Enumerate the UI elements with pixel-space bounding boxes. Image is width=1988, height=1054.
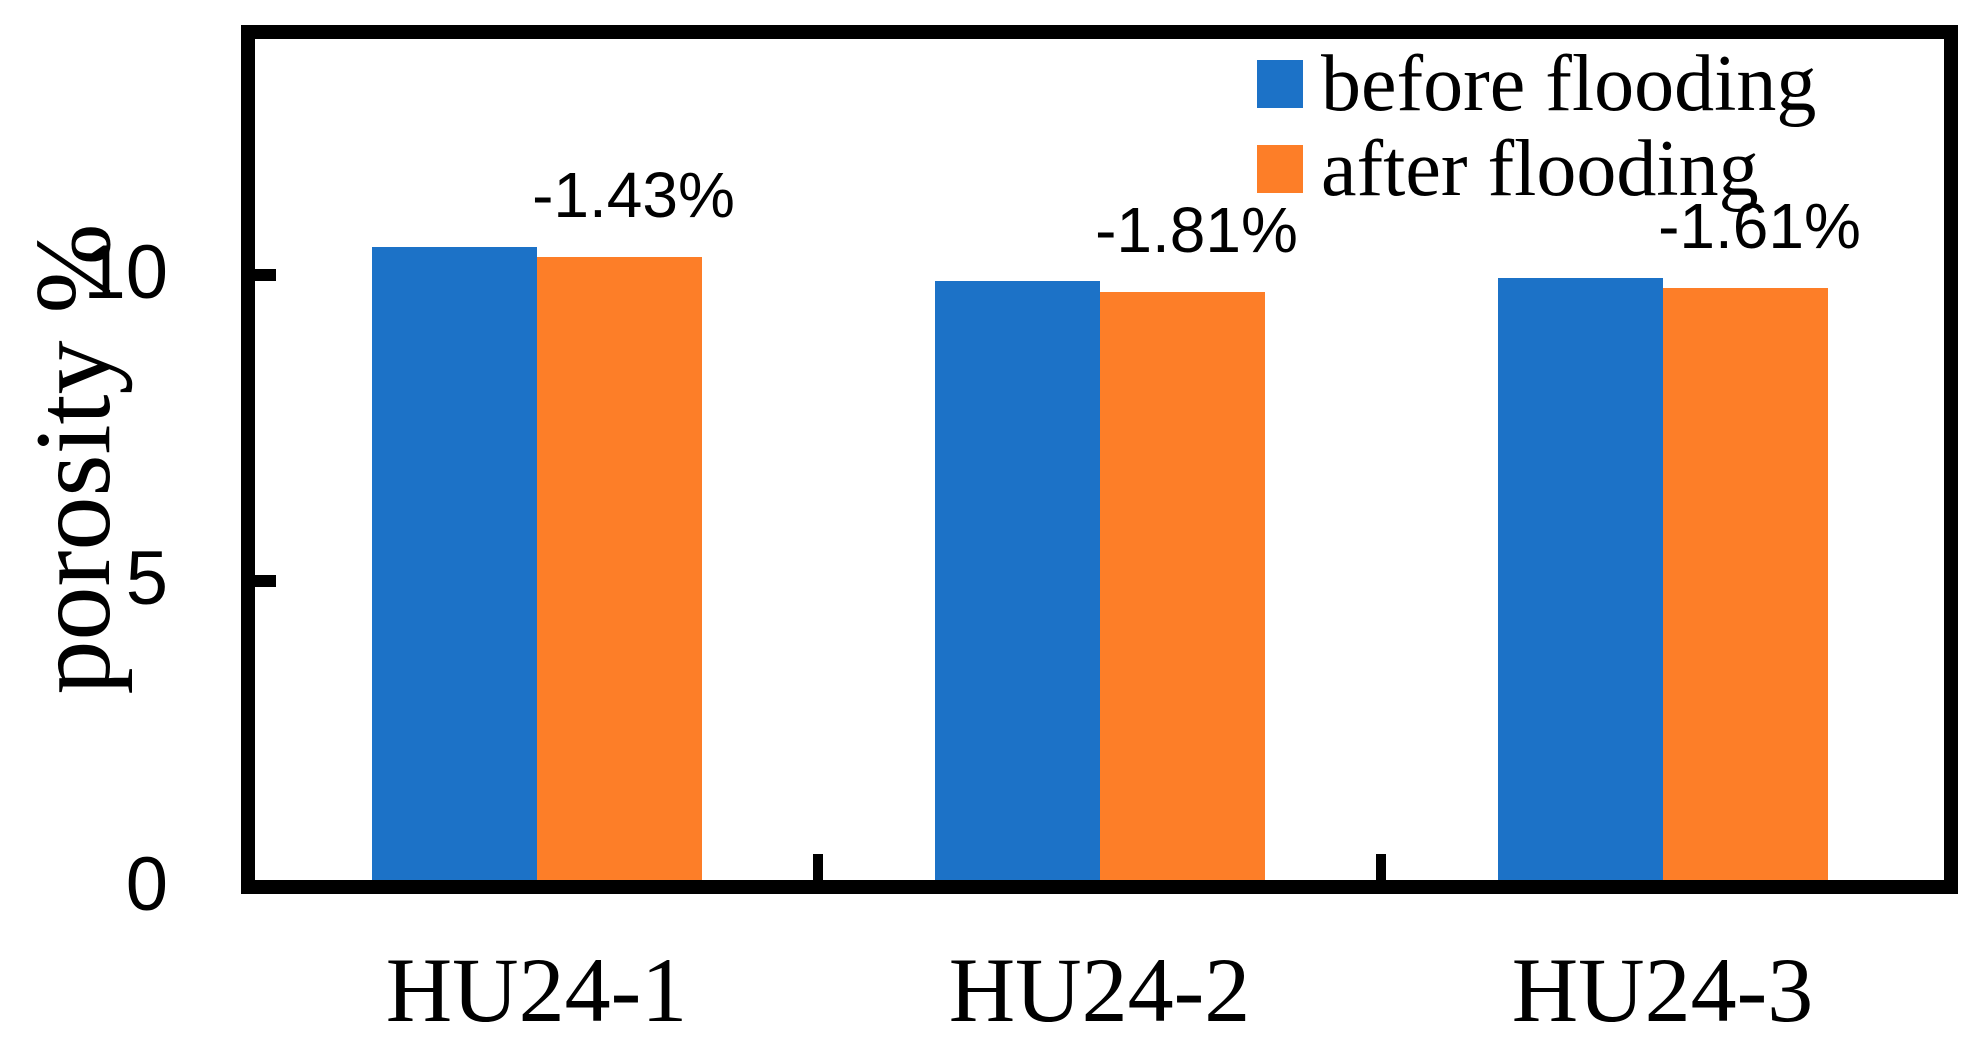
change-annotation-HU24-1: -1.43%	[532, 158, 735, 231]
x-axis-tick-mark	[1376, 854, 1386, 880]
legend-swatch-before-flooding	[1257, 59, 1303, 108]
y-axis-tick-label: 10	[83, 230, 168, 315]
change-annotation-HU24-2: -1.81%	[1095, 194, 1298, 267]
change-annotation-HU24-3: -1.61%	[1658, 189, 1861, 262]
category-label-HU24-1: HU24-1	[385, 939, 688, 1041]
legend-row-after-flooding: after flooding	[1257, 126, 1816, 211]
x-axis-tick-mark	[813, 854, 823, 880]
category-label-HU24-2: HU24-2	[948, 939, 1251, 1041]
y-axis-tick-mark	[255, 575, 276, 587]
bar-after-flooding-HU24-2	[1099, 292, 1265, 880]
y-axis-tick-mark	[255, 269, 276, 281]
bar-after-flooding-HU24-1	[536, 256, 702, 880]
y-axis-tick-label: 5	[125, 536, 168, 621]
bar-after-flooding-HU24-3	[1662, 287, 1828, 880]
legend: before flooding after flooding	[1257, 41, 1816, 211]
plot-area: -1.43% -1.81% -1.61% before flooding after…	[241, 25, 1958, 894]
legend-label-before-flooding: before flooding	[1321, 39, 1817, 128]
legend-row-before-flooding: before flooding	[1257, 41, 1816, 126]
bar-before-flooding-HU24-3	[1497, 278, 1663, 880]
bar-before-flooding-HU24-1	[371, 247, 537, 880]
legend-swatch-after-flooding	[1257, 144, 1303, 193]
y-axis-tick-label: 0	[125, 842, 168, 927]
legend-label-after-flooding: after flooding	[1321, 124, 1759, 213]
bar-before-flooding-HU24-2	[934, 281, 1100, 880]
category-label-HU24-3: HU24-3	[1511, 939, 1814, 1041]
